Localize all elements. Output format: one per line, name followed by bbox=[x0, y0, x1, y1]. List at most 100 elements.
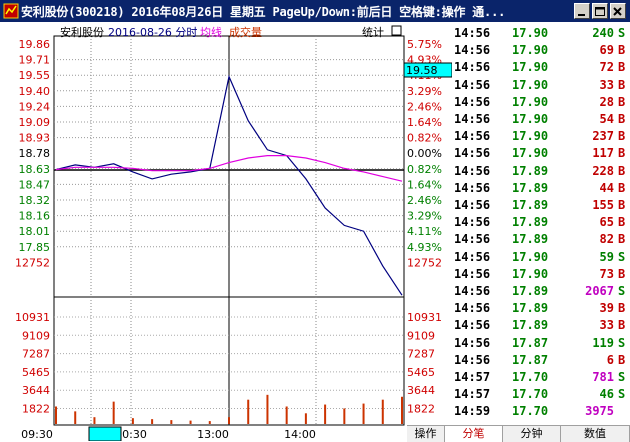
tick-time: 14:56 bbox=[454, 163, 491, 178]
tick-flag: S bbox=[618, 284, 626, 298]
volume-bar bbox=[304, 413, 307, 424]
tick-volume: 82 bbox=[599, 232, 614, 247]
tab-ticks[interactable]: 分笔 bbox=[445, 426, 503, 442]
tick-price: 17.90 bbox=[512, 266, 549, 281]
tick-time: 14:56 bbox=[454, 266, 491, 281]
volume-tick-label-right: 10931 bbox=[407, 311, 442, 324]
tick-time: 14:56 bbox=[454, 146, 491, 161]
volume-bar bbox=[401, 396, 403, 424]
price-tick-label: 18.47 bbox=[19, 178, 51, 191]
tick-row: 14:56 17.90 240 S bbox=[452, 24, 630, 42]
tick-price: 17.89 bbox=[512, 232, 549, 247]
tick-time: 14:57 bbox=[454, 370, 491, 384]
tick-flag: S bbox=[618, 335, 626, 350]
close-button[interactable] bbox=[610, 3, 626, 19]
tick-flag: S bbox=[618, 370, 626, 384]
tick-price: 17.90 bbox=[512, 60, 549, 75]
volume-bar bbox=[151, 419, 154, 424]
tick-price: 17.89 bbox=[512, 301, 549, 316]
tick-row: 14:56 17.89 65 B bbox=[452, 213, 630, 231]
tick-price: 17.90 bbox=[512, 43, 549, 58]
tick-list[interactable]: 14:56 17.90 240 S 14:56 17.90 69 B 14:56 17.90 72 B… bbox=[452, 22, 630, 419]
tick-volume: 781 bbox=[592, 370, 614, 384]
minimize-button[interactable] bbox=[574, 3, 590, 19]
tick-flag: S bbox=[618, 249, 626, 264]
pct-tick-label: 0.00% bbox=[407, 147, 442, 160]
tick-row: 14:56 17.87 6 B bbox=[452, 351, 630, 369]
tick-flag: B bbox=[618, 352, 626, 367]
tick-row: 14:56 17.87 119 S bbox=[452, 334, 630, 352]
volume-tick-label: 1822 bbox=[22, 403, 50, 416]
tab-operate[interactable]: 操作 bbox=[407, 426, 445, 442]
tick-price: 17.89 bbox=[512, 180, 549, 195]
pct-tick-label: 3.29% bbox=[407, 85, 442, 98]
price-tick-label: 19.09 bbox=[19, 116, 51, 129]
tab-minute[interactable]: 分钟 bbox=[503, 426, 561, 442]
tick-flag: B bbox=[618, 266, 626, 281]
volume-bar bbox=[170, 420, 173, 424]
volume-tick-label-right: 5465 bbox=[407, 366, 435, 379]
tick-flag: B bbox=[618, 232, 626, 247]
close-icon bbox=[613, 7, 622, 16]
volume-bar bbox=[55, 406, 57, 424]
price-tick-label: 19.40 bbox=[19, 85, 51, 98]
tick-flag: B bbox=[618, 146, 626, 161]
tick-price: 17.70 bbox=[512, 404, 549, 419]
tab-values[interactable]: 数值 bbox=[561, 426, 630, 442]
tick-flag: B bbox=[618, 60, 626, 75]
volume-bars bbox=[55, 394, 403, 424]
tick-time: 14:56 bbox=[454, 43, 491, 58]
tick-row: 14:56 17.89 82 B bbox=[452, 230, 630, 248]
tick-volume: 65 bbox=[599, 215, 614, 230]
maximize-button[interactable] bbox=[592, 3, 608, 19]
pct-tick-label: 2.46% bbox=[407, 194, 442, 207]
tick-price: 17.90 bbox=[512, 77, 549, 92]
volume-bar bbox=[381, 399, 384, 424]
tick-volume: 39 bbox=[599, 301, 614, 316]
tick-volume: 119 bbox=[592, 335, 614, 350]
volume-bar bbox=[208, 421, 211, 424]
tick-flag: S bbox=[618, 387, 626, 402]
volume-bar bbox=[362, 403, 365, 424]
tick-time: 14:56 bbox=[454, 249, 491, 264]
volume-bar bbox=[285, 406, 288, 424]
legend-avg: 均线 bbox=[200, 25, 222, 39]
pct-tick-label: 5.75% bbox=[407, 38, 442, 51]
price-axis: 19.86 19.71 19.55 19.40 19.24 19.09 18.93 18.78… bbox=[15, 38, 404, 269]
tick-row: 14:56 17.89 39 B bbox=[452, 299, 630, 317]
tick-flag: B bbox=[618, 163, 626, 178]
tick-time: 14:56 bbox=[454, 318, 491, 333]
tick-volume: 2067 bbox=[585, 284, 614, 298]
tick-price: 17.89 bbox=[512, 198, 549, 212]
tick-row: 14:57 17.70 46 S bbox=[452, 385, 630, 403]
maximize-icon bbox=[595, 7, 605, 16]
volume-bar bbox=[266, 394, 269, 424]
tick-time: 14:56 bbox=[454, 352, 491, 367]
price-tick-label: 19.86 bbox=[19, 38, 51, 51]
tick-row: 14:56 17.90 33 B bbox=[452, 76, 630, 94]
tick-row: 14:57 17.70 781 S bbox=[452, 368, 630, 386]
tick-time: 14:56 bbox=[454, 198, 491, 212]
tick-time: 14:56 bbox=[454, 112, 491, 126]
price-tick-label: 18.63 bbox=[19, 163, 51, 176]
pct-tick-label: 0.82% bbox=[407, 163, 442, 176]
volume-tick-label-right: 1822 bbox=[407, 403, 435, 416]
tick-price: 17.90 bbox=[512, 26, 549, 40]
stats-button[interactable]: 统计 bbox=[362, 26, 384, 39]
tick-volume: 155 bbox=[592, 198, 614, 212]
volume-bar bbox=[74, 411, 77, 424]
volume-tick-label: 3644 bbox=[22, 384, 50, 397]
tick-flag: B bbox=[618, 112, 626, 126]
price-tick-label: 18.32 bbox=[19, 194, 51, 207]
tick-flag: B bbox=[618, 198, 626, 212]
price-tick-label: 19.55 bbox=[19, 69, 51, 82]
tick-row: 14:59 17.70 3975 bbox=[452, 402, 630, 420]
tick-volume: 3975 bbox=[585, 404, 614, 419]
cursor-time-box bbox=[88, 426, 122, 441]
tick-price: 17.70 bbox=[512, 387, 549, 402]
price-tick-label: 19.24 bbox=[19, 100, 51, 113]
tick-volume: 44 bbox=[599, 180, 614, 195]
tick-price: 17.89 bbox=[512, 215, 549, 230]
intraday-chart[interactable]: 安利股份 2016-08-26 分时 均线 成交量 统计 19.8619.711… bbox=[0, 22, 452, 441]
stats-checkbox[interactable] bbox=[391, 25, 402, 36]
